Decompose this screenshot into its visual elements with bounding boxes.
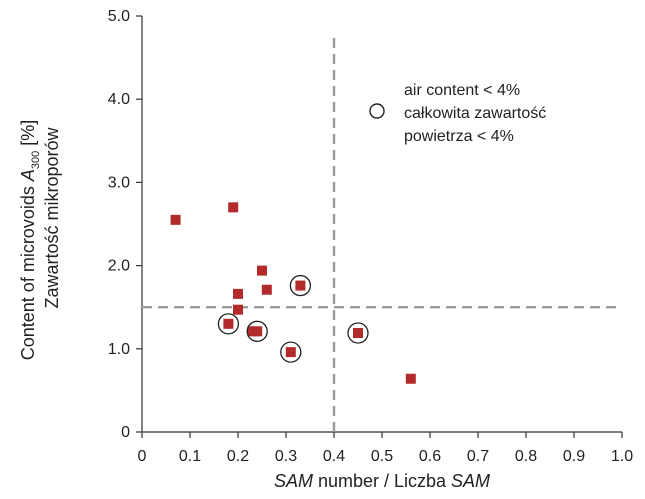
- x-tick-label: 0.6: [419, 448, 441, 465]
- x-tick-label: 1.0: [611, 448, 633, 465]
- data-point: [170, 214, 181, 225]
- x-tick-label: 0.7: [467, 448, 489, 465]
- x-tick-label: 0.9: [563, 448, 585, 465]
- x-axis-title: SAM number / Liczba SAM: [274, 471, 490, 491]
- y-tick-label: 5.0: [108, 8, 130, 25]
- data-point-circle: [289, 274, 312, 297]
- y-tick-label: 1.0: [108, 341, 130, 358]
- x-tick-label: 0.4: [323, 448, 345, 465]
- legend-circle-marker: [369, 103, 385, 119]
- x-ticks: 0 0.1 0.2 0.3 0.4 0.5 0.6 0.7 0.8 0.9 1.0: [138, 432, 633, 465]
- legend-line-2: całkowita zawartość: [404, 105, 546, 122]
- reference-lines: [142, 38, 622, 432]
- x-tick-label: 0.1: [179, 448, 201, 465]
- data-point: [233, 304, 243, 315]
- legend: air content < 4% całkowita zawartość pow…: [369, 82, 546, 145]
- y-tick-label: 2.0: [108, 258, 130, 275]
- y-axis-title-prefix: Content of microvoids: [18, 181, 38, 360]
- data-point: [285, 347, 296, 358]
- legend-line-3: powietrza < 4%: [404, 128, 514, 145]
- y-axis-title-var: A: [18, 169, 38, 182]
- data-points: [170, 202, 416, 384]
- data-point: [233, 288, 243, 299]
- data-point: [252, 326, 263, 337]
- x-axis-title-middle: number / Liczba: [313, 471, 451, 491]
- y-axis-title-line-1: Content of microvoids A300 [%]: [18, 120, 42, 360]
- y-axis-title-line-2: Zawartość mikroporów: [42, 126, 62, 308]
- y-axis-title-suffix: [%]: [18, 120, 38, 151]
- x-tick-label: 0.3: [275, 448, 297, 465]
- y-ticks: 0 1.0 2.0 3.0 4.0 5.0: [108, 8, 142, 441]
- y-tick-label: 3.0: [108, 174, 130, 191]
- x-tick-label: 0.5: [371, 448, 393, 465]
- data-point: [261, 284, 272, 295]
- data-point: [353, 327, 363, 338]
- y-axis-title-sub: 300: [30, 151, 42, 169]
- y-tick-label: 4.0: [108, 91, 130, 108]
- data-point: [223, 318, 234, 329]
- data-point: [405, 373, 416, 384]
- data-point-circle: [246, 320, 268, 342]
- data-point: [257, 265, 267, 276]
- data-point: [228, 202, 239, 213]
- x-axis-title-sam-1: SAM: [274, 471, 313, 491]
- x-tick-label: 0.2: [227, 448, 249, 465]
- data-point-circle: [347, 322, 369, 344]
- x-tick-label: 0: [138, 448, 147, 465]
- legend-line-1: air content < 4%: [404, 82, 520, 99]
- data-point-circle: [217, 313, 240, 335]
- data-point-circle: [280, 341, 302, 363]
- y-tick-label: 0: [121, 424, 130, 441]
- data-point: [295, 280, 306, 291]
- x-axis-title-sam-2: SAM: [451, 471, 490, 491]
- x-tick-label: 0.8: [515, 448, 537, 465]
